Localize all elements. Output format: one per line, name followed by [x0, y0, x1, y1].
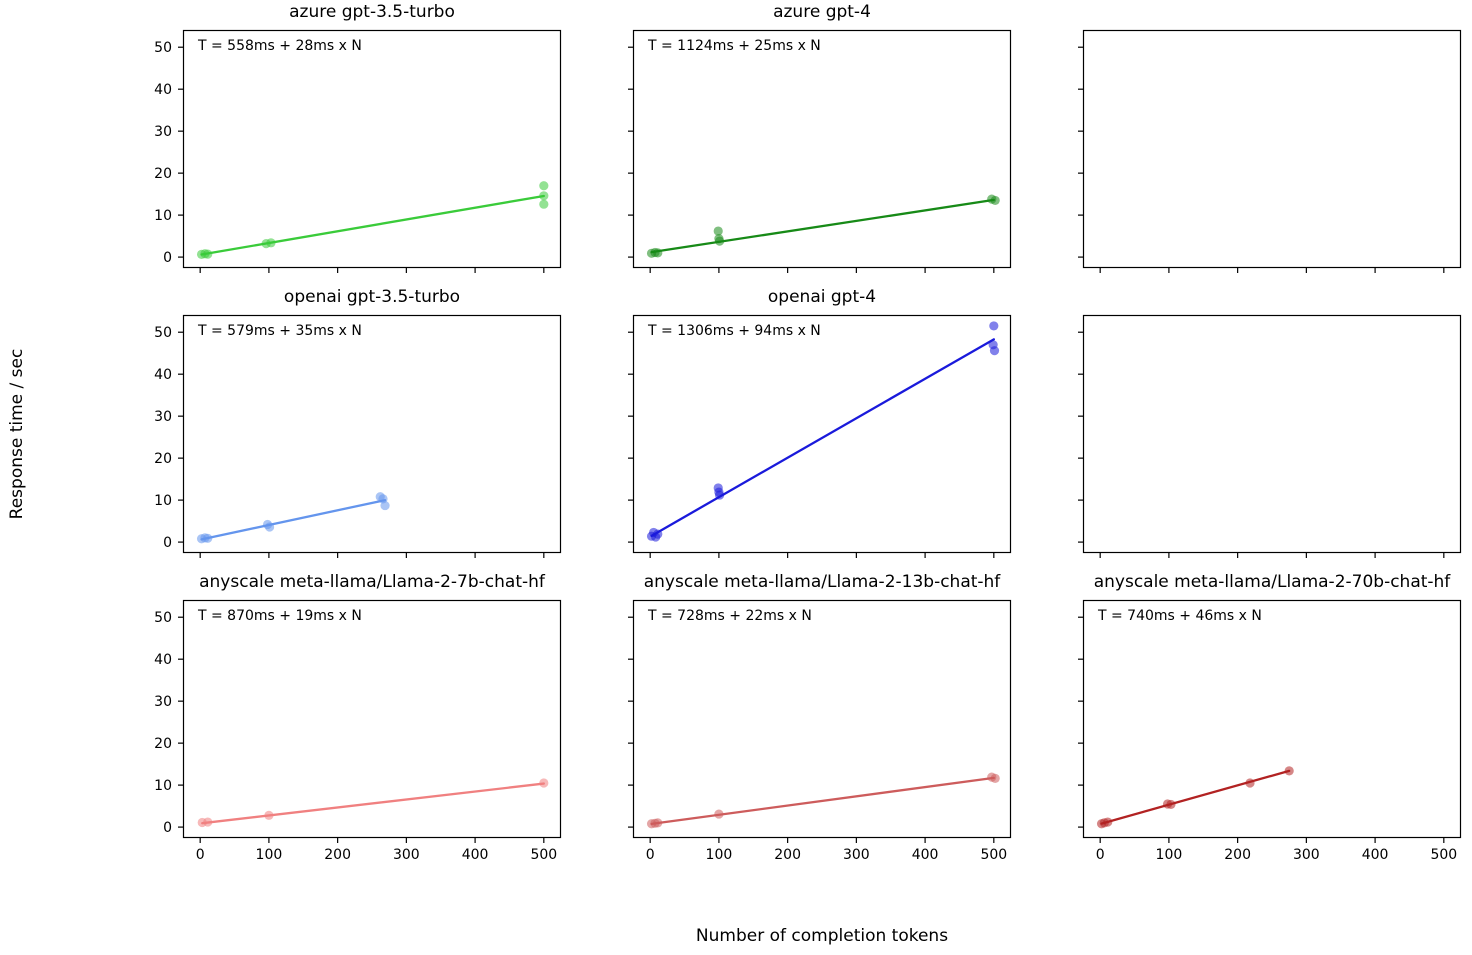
- svg-text:0: 0: [1096, 847, 1105, 863]
- svg-text:300: 300: [393, 847, 420, 863]
- fit-equation: T = 1124ms + 25ms x N: [648, 38, 821, 54]
- svg-text:500: 500: [980, 847, 1007, 863]
- scatter-plot-canvas: 0 10 20 30 40 50: [154, 29, 562, 273]
- plot-title: anyscale meta-llama/Llama-2-70b-chat-hf: [1093, 572, 1451, 592]
- svg-text:200: 200: [1224, 847, 1251, 863]
- svg-text:400: 400: [912, 847, 939, 863]
- y-axis-label: Response time / sec: [7, 348, 27, 520]
- scatter-plot-canvas: [628, 314, 1012, 558]
- scatter-plot-canvas: [628, 29, 1012, 273]
- svg-text:30: 30: [154, 694, 172, 710]
- svg-text:100: 100: [1156, 847, 1183, 863]
- svg-text:300: 300: [1293, 847, 1320, 863]
- fit-equation: T = 870ms + 19ms x N: [198, 608, 362, 624]
- svg-text:0: 0: [196, 847, 205, 863]
- fit-equation: T = 740ms + 46ms x N: [1098, 608, 1262, 624]
- svg-text:40: 40: [154, 652, 172, 668]
- fit-equation: T = 558ms + 28ms x N: [198, 38, 362, 54]
- svg-text:10: 10: [154, 208, 172, 224]
- svg-text:10: 10: [154, 778, 172, 794]
- svg-text:0: 0: [163, 535, 172, 551]
- plot-title: anyscale meta-llama/Llama-2-13b-chat-hf: [643, 572, 1001, 592]
- svg-text:20: 20: [154, 166, 172, 182]
- plot-title: azure gpt-4: [773, 2, 871, 22]
- subplot-empty-top-right: [1078, 29, 1462, 273]
- scatter-plot-canvas: 0 100 200 300 400 500 0 10 20 30 40 50: [154, 599, 562, 863]
- svg-text:0: 0: [163, 250, 172, 266]
- svg-text:500: 500: [530, 847, 557, 863]
- scatter-plot-canvas: 0 10 20 30 40 50: [154, 314, 562, 558]
- fit-equation: T = 728ms + 22ms x N: [648, 608, 812, 624]
- x-axis-label: Number of completion tokens: [695, 926, 949, 946]
- subplot-anyscale-llama-2-7b: anyscale meta-llama/Llama-2-7b-chat-hf 0…: [154, 572, 562, 863]
- svg-text:100: 100: [706, 847, 733, 863]
- subplot-anyscale-llama-2-70b: anyscale meta-llama/Llama-2-70b-chat-hf …: [1078, 572, 1462, 863]
- plot-title: azure gpt-3.5-turbo: [289, 2, 455, 22]
- scatter-plot-canvas: 0 100 200 300 400 500: [1078, 599, 1462, 863]
- svg-text:0: 0: [163, 820, 172, 836]
- svg-text:10: 10: [154, 493, 172, 509]
- empty-plot-canvas: [1078, 29, 1462, 273]
- fit-equation: T = 579ms + 35ms x N: [198, 323, 362, 339]
- svg-text:30: 30: [154, 124, 172, 140]
- subplot-empty-middle-right: [1078, 314, 1462, 558]
- svg-text:300: 300: [843, 847, 870, 863]
- plot-title: openai gpt-3.5-turbo: [283, 287, 461, 307]
- svg-text:50: 50: [154, 610, 172, 626]
- svg-text:40: 40: [154, 367, 172, 383]
- subplot-azure-gpt-4: azure gpt-4 T = 1124ms + 25ms x N: [628, 2, 1012, 273]
- svg-text:100: 100: [256, 847, 283, 863]
- plot-title: openai gpt-4: [767, 287, 877, 307]
- svg-text:40: 40: [154, 82, 172, 98]
- svg-text:200: 200: [324, 847, 351, 863]
- scatter-plot-canvas: 0 100 200 300 400 500: [628, 599, 1012, 863]
- subplot-openai-gpt-4: openai gpt-4 T = 1306ms + 94ms x N: [628, 287, 1012, 558]
- svg-text:30: 30: [154, 409, 172, 425]
- svg-text:20: 20: [154, 736, 172, 752]
- svg-text:50: 50: [154, 325, 172, 341]
- svg-text:500: 500: [1430, 847, 1457, 863]
- svg-text:400: 400: [1362, 847, 1389, 863]
- subplot-azure-gpt-3-5-turbo: azure gpt-3.5-turbo 0 10 20 30 40 50 T = 558m…: [154, 2, 562, 273]
- subplot-anyscale-llama-2-13b: anyscale meta-llama/Llama-2-13b-chat-hf …: [628, 572, 1012, 863]
- svg-text:400: 400: [462, 847, 489, 863]
- subplot-openai-gpt-3-5-turbo: openai gpt-3.5-turbo 0 10 20 30 40 50 T = 579…: [154, 287, 562, 558]
- fit-equation: T = 1306ms + 94ms x N: [648, 323, 821, 339]
- svg-text:20: 20: [154, 451, 172, 467]
- svg-text:0: 0: [646, 847, 655, 863]
- plot-title: anyscale meta-llama/Llama-2-7b-chat-hf: [199, 572, 545, 592]
- empty-plot-canvas: [1078, 314, 1462, 558]
- svg-text:200: 200: [774, 847, 801, 863]
- svg-text:50: 50: [154, 40, 172, 56]
